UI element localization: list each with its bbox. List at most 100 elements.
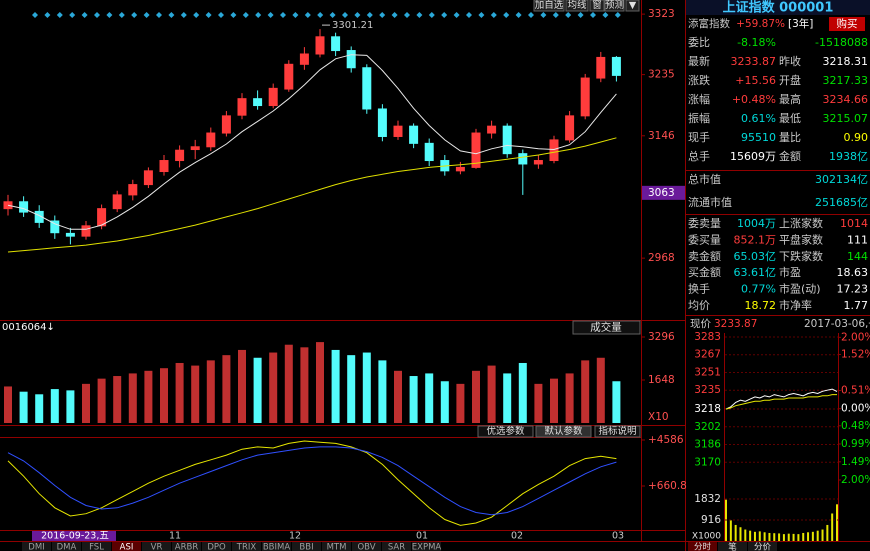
volume-bar xyxy=(144,370,153,423)
toolbar-button[interactable] xyxy=(565,0,589,12)
indicator-tab-label[interactable]: ARBR xyxy=(175,543,199,551)
volume-bar xyxy=(191,365,200,423)
view-tab[interactable] xyxy=(688,542,717,551)
indicator-tab-label[interactable]: BBIMA xyxy=(263,543,291,551)
quote-label: 金额 xyxy=(779,149,801,163)
indicator-button[interactable] xyxy=(535,425,592,438)
indicator-tab[interactable] xyxy=(142,542,171,551)
indicator-tab[interactable] xyxy=(322,542,351,551)
candle-body xyxy=(580,77,590,117)
toolbar-label[interactable]: ▼ xyxy=(629,0,637,11)
candle-body xyxy=(237,98,247,116)
view-tab[interactable] xyxy=(748,542,777,551)
volume-bar xyxy=(550,378,558,423)
candle-body xyxy=(549,139,559,162)
volume-bar xyxy=(612,381,621,423)
indicator-button[interactable] xyxy=(477,425,534,438)
info-marker xyxy=(552,12,559,18)
indicator-tab-label[interactable]: VR xyxy=(151,543,163,551)
indicator-tab[interactable] xyxy=(202,542,231,551)
buy-button-label[interactable]: 购买 xyxy=(837,17,858,30)
volume-bar xyxy=(160,368,168,423)
volume-bar xyxy=(269,352,278,423)
y-tick-label: +660.8 xyxy=(648,480,687,492)
indicator-tab[interactable] xyxy=(352,542,381,551)
indicator-tab[interactable] xyxy=(292,542,321,551)
view-tab[interactable] xyxy=(718,542,747,551)
volume-bar xyxy=(4,386,12,423)
indicator-tab-label[interactable]: MTM xyxy=(327,543,347,551)
toolbar-button[interactable] xyxy=(625,0,640,12)
info-marker xyxy=(156,12,162,18)
volume-bar xyxy=(518,362,527,423)
indicator-tab-label[interactable]: FSL xyxy=(89,543,104,551)
info-marker xyxy=(242,12,249,18)
quote-value: 0.77% xyxy=(741,283,776,296)
quote-label: 委买量 xyxy=(688,233,721,246)
quote-value: 144 xyxy=(847,250,868,263)
indicator-tab[interactable] xyxy=(82,542,111,551)
quote-label: 卖金额 xyxy=(688,249,721,263)
toolbar-button[interactable] xyxy=(604,0,625,12)
indicator-tab-label[interactable]: DMA xyxy=(57,543,77,551)
view-tab-label[interactable]: 分价 xyxy=(754,543,772,551)
volume-bar xyxy=(97,378,106,423)
toolbar-button[interactable] xyxy=(533,0,565,12)
volume-button[interactable] xyxy=(572,320,641,335)
view-tab-label[interactable]: 笔 xyxy=(728,542,737,551)
indicator-tab-label[interactable]: DMI xyxy=(28,543,44,551)
info-marker xyxy=(453,12,460,18)
toolbar-button[interactable] xyxy=(589,0,605,12)
quote-label: 委比 xyxy=(688,36,710,49)
info-marker xyxy=(267,12,274,18)
indicator-tab[interactable] xyxy=(262,542,291,551)
volume-bar xyxy=(503,373,512,423)
candle-body xyxy=(393,125,403,137)
title-bar xyxy=(686,0,870,15)
view-tab-label[interactable]: 分时 xyxy=(694,542,712,551)
indicator-button[interactable] xyxy=(594,425,641,438)
indicator-button-label[interactable]: 指标说明 xyxy=(598,425,636,437)
intraday-volume-bar xyxy=(826,524,829,541)
toolbar-label[interactable]: 均线 xyxy=(567,0,587,11)
quote-value: 1014 xyxy=(840,217,868,230)
indicator-tab[interactable] xyxy=(172,542,201,551)
indicator-tab-label[interactable]: SAR xyxy=(388,543,405,551)
indicator-tab[interactable] xyxy=(412,542,441,551)
indicator-tab-label[interactable]: DPO xyxy=(207,543,226,551)
indicator-tab[interactable] xyxy=(382,542,411,551)
quote-value: +0.48% xyxy=(732,93,776,106)
indicator-tab-label[interactable]: OBV xyxy=(357,543,375,551)
intraday-volume-bar xyxy=(816,530,819,541)
indicator-tab[interactable] xyxy=(22,542,51,551)
indicator-tab[interactable] xyxy=(232,542,261,551)
toolbar-label[interactable]: 窗 xyxy=(592,0,602,11)
indicator-tab[interactable] xyxy=(52,542,81,551)
quote-label: 最高 xyxy=(779,92,801,106)
y-tick-label: 3267 xyxy=(694,349,721,361)
quote-value: 95510 xyxy=(741,131,776,144)
info-marker xyxy=(404,12,410,18)
y-tick-label: 3251 xyxy=(694,366,721,378)
quote-value: 0.61% xyxy=(741,112,776,125)
y-tick-label: 3202 xyxy=(694,421,721,433)
indicator-tab-label[interactable]: BBI xyxy=(299,543,313,551)
buy-button[interactable] xyxy=(829,17,865,31)
indicator-tab-label[interactable]: EXPMA xyxy=(412,543,442,551)
indicator-tab[interactable] xyxy=(112,542,141,551)
toolbar-label[interactable]: 加自选 xyxy=(535,0,564,11)
volume-bar xyxy=(175,362,184,423)
intraday-volume-bar xyxy=(811,531,814,541)
quote-value: 17.23 xyxy=(837,283,869,296)
volume-bar xyxy=(409,376,418,423)
indicator-tab-label[interactable]: ASI xyxy=(120,543,134,551)
volume-button-label[interactable]: 成交量 xyxy=(590,321,622,334)
info-marker xyxy=(180,12,187,18)
candle-body xyxy=(159,160,169,173)
candle-body xyxy=(315,36,325,55)
indicator-button-label[interactable]: 默认参数 xyxy=(544,425,583,437)
indicator-button-label[interactable]: 优选参数 xyxy=(486,425,525,437)
toolbar-label[interactable]: 预测 xyxy=(605,0,624,11)
indicator-tab-label[interactable]: TRIX xyxy=(236,543,257,551)
